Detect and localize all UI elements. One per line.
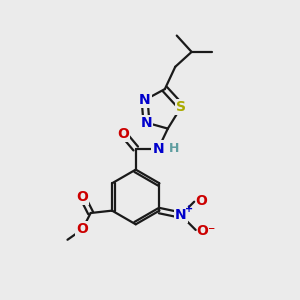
- Text: N: N: [175, 208, 187, 222]
- Text: O: O: [76, 190, 88, 204]
- Text: H: H: [169, 142, 180, 155]
- Text: S: S: [176, 100, 186, 114]
- Text: O: O: [196, 194, 208, 208]
- Text: O: O: [76, 222, 88, 236]
- Text: N: N: [152, 142, 164, 155]
- Text: O: O: [117, 127, 129, 141]
- Text: O: O: [196, 224, 208, 238]
- Text: N: N: [139, 93, 151, 107]
- Text: ⁻: ⁻: [208, 224, 215, 238]
- Text: N: N: [141, 116, 152, 130]
- Text: +: +: [185, 204, 193, 214]
